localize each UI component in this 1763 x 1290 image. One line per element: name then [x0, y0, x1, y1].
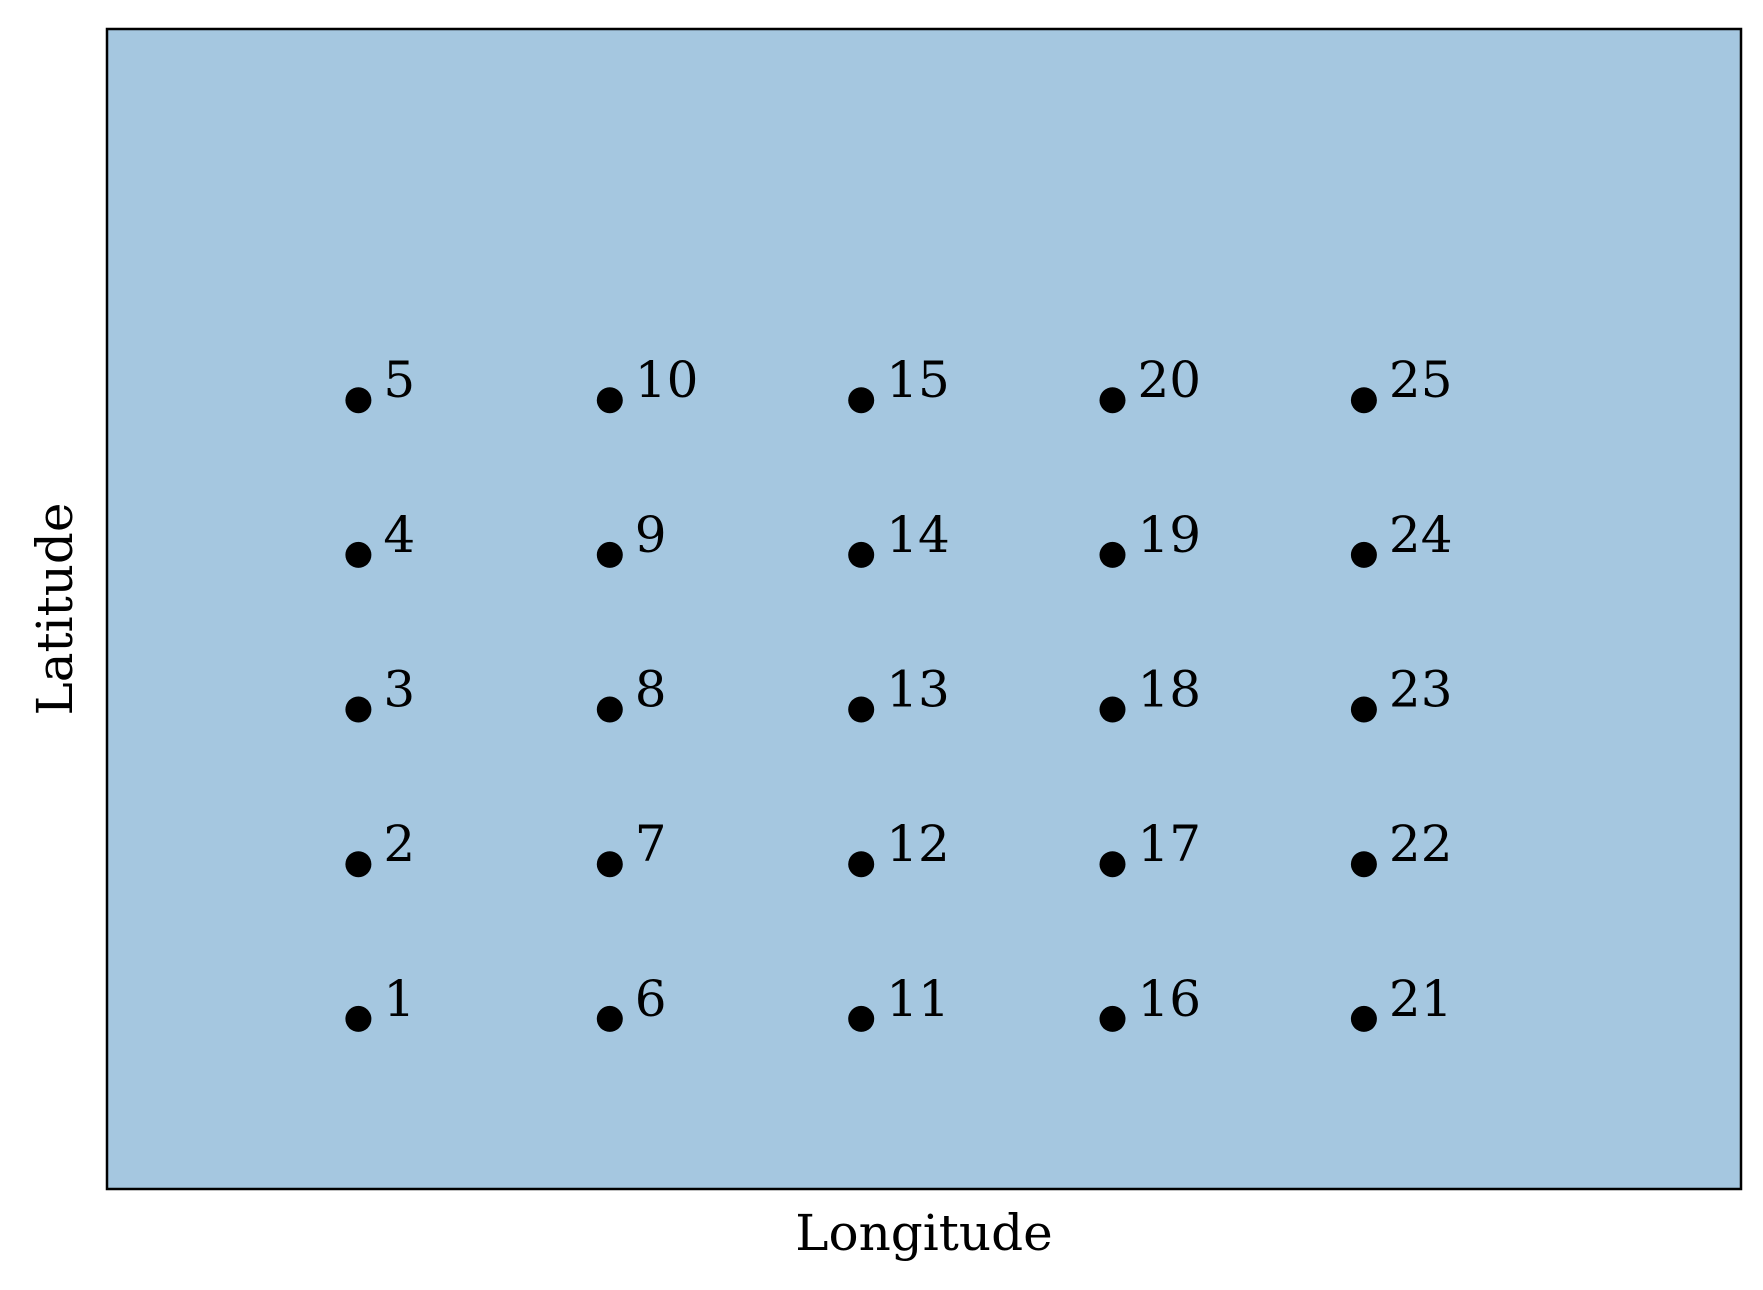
point-marker-10 [596, 387, 623, 414]
point-label-1: 1 [383, 970, 415, 1028]
point-marker-8 [596, 696, 623, 723]
y-axis-title: Latitude [26, 503, 84, 716]
point-label-8: 8 [635, 661, 667, 719]
point-label-3: 3 [383, 661, 415, 719]
point-label-20: 20 [1138, 351, 1202, 409]
point-label-14: 14 [886, 506, 950, 564]
point-label-11: 11 [886, 970, 950, 1028]
point-label-15: 15 [886, 351, 950, 409]
points-layer: 1234567891011121314151617181920212223242… [345, 351, 1453, 1032]
point-label-16: 16 [1138, 970, 1202, 1028]
point-marker-5 [345, 387, 372, 414]
point-label-6: 6 [635, 970, 667, 1028]
point-label-5: 5 [383, 351, 415, 409]
point-label-7: 7 [635, 815, 667, 873]
point-marker-14 [848, 541, 875, 568]
point-marker-3 [345, 696, 372, 723]
point-label-19: 19 [1138, 506, 1202, 564]
x-axis-title: Longitude [795, 1204, 1052, 1262]
point-marker-17 [1099, 851, 1126, 878]
plot-area [105, 27, 1743, 1191]
point-label-12: 12 [886, 815, 950, 873]
point-marker-9 [596, 541, 623, 568]
point-marker-15 [848, 387, 875, 414]
point-label-2: 2 [383, 815, 415, 873]
point-marker-16 [1099, 1005, 1126, 1032]
point-marker-18 [1099, 696, 1126, 723]
point-label-22: 22 [1389, 815, 1453, 873]
point-marker-7 [596, 851, 623, 878]
point-label-25: 25 [1389, 351, 1453, 409]
point-marker-6 [596, 1005, 623, 1032]
point-marker-24 [1350, 541, 1377, 568]
point-label-21: 21 [1389, 970, 1453, 1028]
point-marker-23 [1350, 696, 1377, 723]
point-marker-2 [345, 851, 372, 878]
point-label-17: 17 [1138, 815, 1202, 873]
point-marker-20 [1099, 387, 1126, 414]
point-marker-22 [1350, 851, 1377, 878]
point-label-10: 10 [635, 351, 699, 409]
point-marker-12 [848, 851, 875, 878]
point-marker-4 [345, 541, 372, 568]
point-label-23: 23 [1389, 661, 1453, 719]
point-marker-21 [1350, 1005, 1377, 1032]
point-marker-1 [345, 1005, 372, 1032]
point-marker-11 [848, 1005, 875, 1032]
point-label-24: 24 [1389, 506, 1453, 564]
point-label-9: 9 [635, 506, 667, 564]
point-marker-25 [1350, 387, 1377, 414]
point-marker-13 [848, 696, 875, 723]
point-label-13: 13 [886, 661, 950, 719]
point-marker-19 [1099, 541, 1126, 568]
point-label-18: 18 [1138, 661, 1202, 719]
point-label-4: 4 [383, 506, 415, 564]
